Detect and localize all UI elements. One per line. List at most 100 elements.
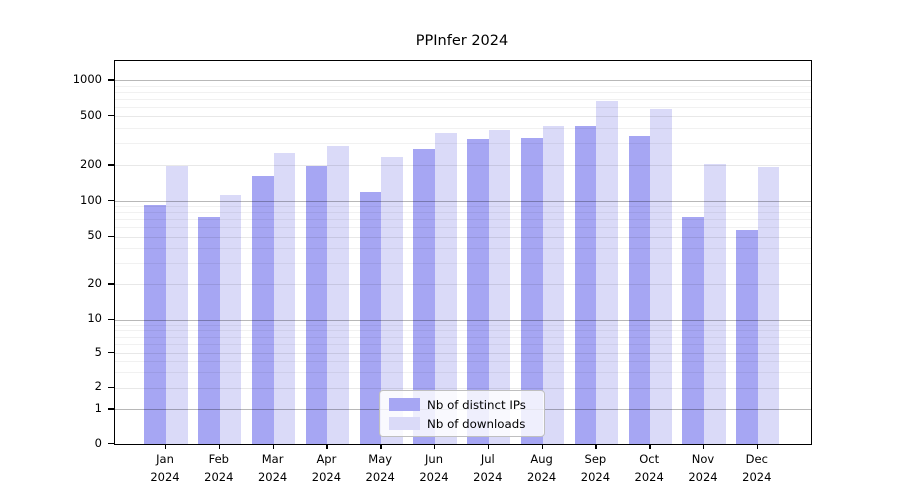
bar-distinct-ips-oct [628, 135, 651, 444]
gridline-90 [115, 206, 811, 208]
bar-downloads-mar [273, 153, 296, 444]
x-tick-jun [434, 444, 436, 449]
y-tick-0 [108, 443, 114, 445]
x-tick-may [380, 444, 382, 449]
bar-distinct-ips-may [359, 192, 382, 444]
bar-downloads-dec [757, 167, 780, 444]
y-tick-50 [108, 235, 114, 238]
legend-label-distinct-ips: Nb of distinct IPs [427, 397, 526, 412]
y-tick-10 [108, 318, 114, 321]
gridline-10 [115, 319, 811, 321]
gridline-2 [115, 387, 811, 389]
plot-area [114, 60, 812, 445]
y-tick-label-0: 0 [94, 435, 102, 450]
y-tick-label-100: 100 [80, 192, 102, 207]
gridline-300 [115, 143, 811, 145]
gridline-200 [115, 165, 811, 167]
legend: Nb of distinct IPs Nb of downloads [379, 390, 545, 437]
bar-downloads-oct [650, 108, 672, 444]
bar-distinct-ips-jun [413, 149, 435, 444]
legend-swatch-distinct-ips [389, 398, 420, 411]
gridline-4 [115, 361, 811, 363]
bar-distinct-ips-dec [736, 229, 758, 444]
y-tick-200 [108, 164, 114, 166]
x-tick-label-may: May 2024 [365, 452, 395, 484]
gridline-7 [115, 336, 811, 338]
bar-distinct-ips-jan [144, 205, 166, 444]
x-tick-aug [541, 444, 543, 449]
y-tick-label-500: 500 [80, 107, 102, 122]
x-tick-nov [703, 444, 705, 449]
x-tick-label-apr: Apr 2024 [311, 452, 342, 484]
bar-distinct-ips-mar [251, 176, 274, 444]
gridline-800 [115, 91, 811, 93]
y-tick-label-5: 5 [94, 344, 102, 359]
x-tick-sep [595, 444, 597, 449]
gridline-30 [115, 263, 811, 265]
gridline-500 [115, 116, 811, 117]
y-tick-label-200: 200 [80, 156, 102, 171]
x-tick-label-sep: Sep 2024 [580, 452, 611, 484]
bar-downloads-aug [542, 125, 565, 444]
y-tick-2 [108, 386, 114, 389]
bar-downloads-sep [596, 100, 619, 444]
bar-distinct-ips-nov [682, 217, 704, 444]
gridline-80 [115, 212, 811, 214]
x-tick-oct [649, 444, 651, 449]
bar-downloads-jul [488, 129, 511, 444]
gridline-9 [115, 324, 811, 326]
legend-row-distinct-ips: Nb of distinct IPs [389, 397, 536, 412]
gridline-40 [115, 248, 811, 250]
bar-downloads-may [381, 156, 403, 444]
bar-distinct-ips-aug [520, 137, 543, 444]
bar-distinct-ips-jul [467, 139, 489, 444]
bar-downloads-nov [704, 163, 726, 444]
gridline-700 [115, 98, 811, 100]
chart-title: PPInfer 2024 [415, 33, 509, 49]
x-tick-label-nov: Nov 2024 [688, 452, 718, 484]
y-tick-5 [108, 352, 114, 354]
x-tick-feb [218, 444, 221, 449]
bar-downloads-apr [327, 146, 350, 444]
y-tick-label-10: 10 [87, 311, 102, 326]
y-tick-label-1: 1 [94, 400, 102, 415]
bar-distinct-ips-apr [305, 166, 328, 444]
gridline-6 [115, 344, 811, 346]
gridline-20 [115, 284, 811, 286]
x-tick-mar [272, 444, 274, 449]
x-tick-label-jan: Jan 2024 [150, 452, 180, 484]
bar-downloads-feb [219, 195, 242, 444]
bar-distinct-ips-feb [198, 217, 220, 444]
x-tick-jul [487, 444, 490, 449]
y-tick-label-2: 2 [94, 379, 102, 394]
y-tick-100 [108, 200, 114, 202]
gridline-8 [115, 330, 811, 332]
x-tick-label-jun: Jun 2024 [419, 452, 449, 484]
bar-downloads-jun [435, 133, 457, 444]
gridline-5 [115, 353, 811, 354]
x-tick-dec [756, 444, 759, 449]
gridline-50 [115, 236, 811, 238]
legend-label-downloads: Nb of downloads [427, 416, 526, 431]
gridline-60 [115, 227, 811, 229]
gridline-3 [115, 372, 811, 374]
x-tick-label-feb: Feb 2024 [204, 452, 234, 484]
gridline-900 [115, 85, 811, 87]
y-tick-label-20: 20 [87, 275, 102, 290]
legend-swatch-downloads [389, 417, 420, 430]
y-tick-1 [108, 408, 114, 410]
gridline-70 [115, 219, 811, 221]
bar-distinct-ips-sep [574, 125, 597, 444]
gridline-400 [115, 128, 811, 129]
x-tick-label-oct: Oct 2024 [634, 452, 664, 484]
x-tick-label-dec: Dec 2024 [742, 452, 772, 484]
y-tick-20 [108, 283, 114, 285]
legend-row-downloads: Nb of downloads [389, 416, 536, 431]
gridline-100 [115, 201, 811, 202]
x-tick-jan [165, 444, 167, 449]
gridline-1000 [115, 80, 811, 82]
y-tick-label-50: 50 [87, 228, 102, 243]
gridline-600 [115, 106, 811, 108]
x-tick-label-mar: Mar 2024 [257, 452, 288, 484]
